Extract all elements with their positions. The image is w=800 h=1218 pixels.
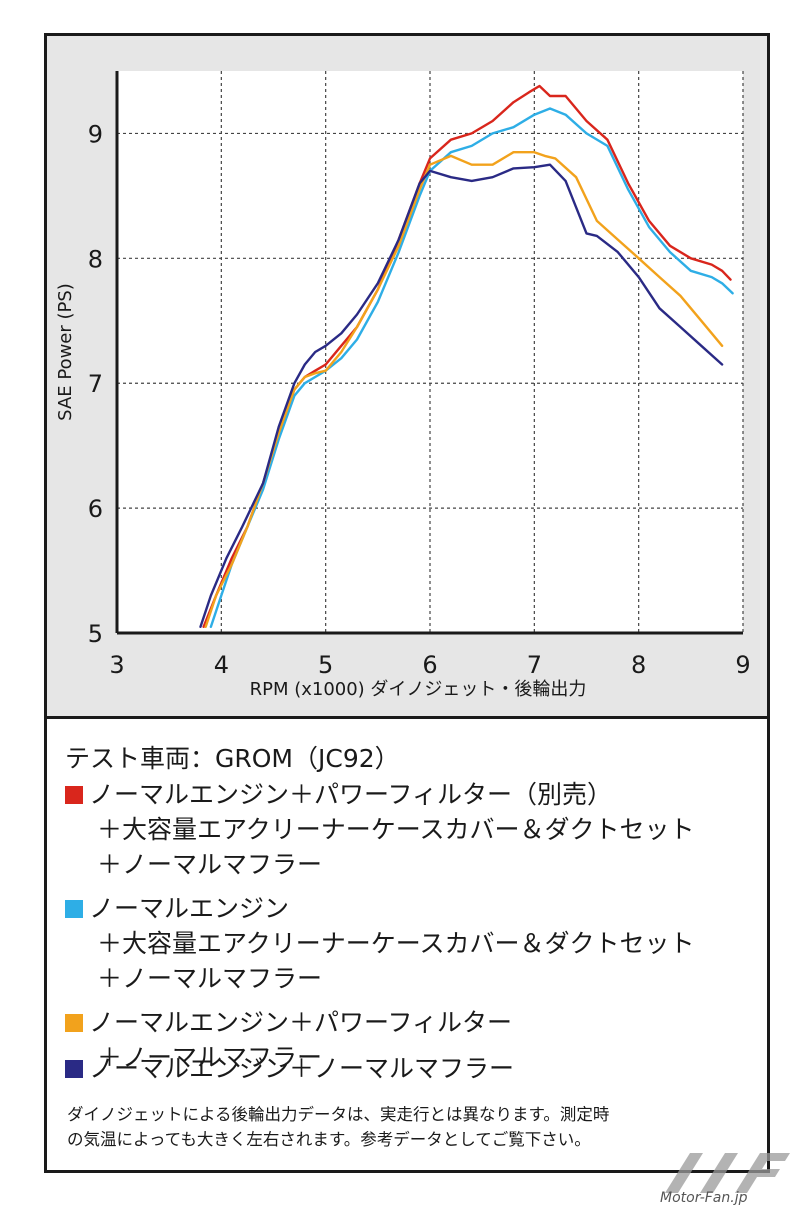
y-tick-label: 8 <box>88 245 103 273</box>
legend-item-navy: ノーマルエンジン＋ノーマルマフラー <box>65 1051 765 1086</box>
power-curve-chart: 3 4 5 6 7 8 9 5 6 7 8 9 RPM (x1000) ダイノジェット・後輪出力 SAE … <box>55 71 751 700</box>
legend-swatch-cyan <box>65 899 83 918</box>
legend-swatch-orange <box>65 1013 83 1032</box>
x-tick-label: 6 <box>422 651 437 679</box>
legend-line: ノーマルエンジン＋パワーフィルター（別売） <box>89 780 613 809</box>
legend-panel: テスト車両：GROM（JC92） ノーマルエンジン＋パワーフィルター（別売） ＋… <box>47 719 767 1170</box>
legend-line: ＋ノーマルマフラー <box>97 964 323 993</box>
legend-item-red: ノーマルエンジン＋パワーフィルター（別売） ＋大容量エアクリーナーケースカバー＆… <box>65 777 765 882</box>
logo-watermark <box>665 1153 790 1193</box>
y-tick-label: 7 <box>88 370 103 398</box>
x-axis-label: RPM (x1000) ダイノジェット・後輪出力 <box>250 679 587 700</box>
x-tick-label: 8 <box>631 651 646 679</box>
y-tick-label: 5 <box>88 620 103 648</box>
note-line: ダイノジェットによる後輪出力データは、実走行とは異なります。測定時 <box>67 1105 610 1124</box>
y-axis-label: SAE Power (PS) <box>55 283 76 421</box>
legend-swatch-navy <box>65 1059 83 1078</box>
legend-line: ＋大容量エアクリーナーケースカバー＆ダクトセット <box>97 929 695 958</box>
disclaimer-note: ダイノジェットによる後輪出力データは、実走行とは異なります。測定時 の気温によっ… <box>67 1102 757 1152</box>
legend-item-orange: ノーマルエンジン＋パワーフィルター ＋ノーマルマフラー <box>65 1005 765 1075</box>
legend-title: テスト車両：GROM（JC92） <box>65 744 400 773</box>
legend-line: ＋ノーマルマフラー <box>97 850 323 879</box>
legend-line: ノーマルエンジン＋パワーフィルター <box>89 1008 513 1037</box>
x-tick-label: 5 <box>318 651 333 679</box>
x-tick-label: 3 <box>109 651 124 679</box>
series-line-2 <box>204 151 724 628</box>
legend-line: ＋ノーマルマフラー <box>97 1043 323 1072</box>
y-tick-label: 6 <box>88 495 103 523</box>
x-tick-label: 9 <box>735 651 750 679</box>
x-tick-label: 7 <box>527 651 542 679</box>
legend-item-cyan: ノーマルエンジン ＋大容量エアクリーナーケースカバー＆ダクトセット ＋ノーマルマ… <box>65 891 765 996</box>
y-tick-label: 9 <box>88 120 103 148</box>
watermark-text: Motor-Fan.jp <box>660 1190 748 1206</box>
legend-line: ＋大容量エアクリーナーケースカバー＆ダクトセット <box>97 815 695 844</box>
chart-panel: 3 4 5 6 7 8 9 5 6 7 8 9 RPM (x1000) ダイノジェット・後輪出力 SAE … <box>47 36 767 719</box>
legend-swatch-red <box>65 785 83 804</box>
x-tick-label: 4 <box>214 651 229 679</box>
figure-frame: 3 4 5 6 7 8 9 5 6 7 8 9 RPM (x1000) ダイノジェット・後輪出力 SAE … <box>44 33 770 1173</box>
note-line: の気温によっても大きく左右されます。参考データとしてご覧下さい。 <box>67 1130 591 1149</box>
series-line-3 <box>199 163 724 628</box>
legend-line: ノーマルエンジン <box>89 894 290 923</box>
legend-line: ノーマルエンジン＋ノーマルマフラー <box>89 1054 515 1083</box>
